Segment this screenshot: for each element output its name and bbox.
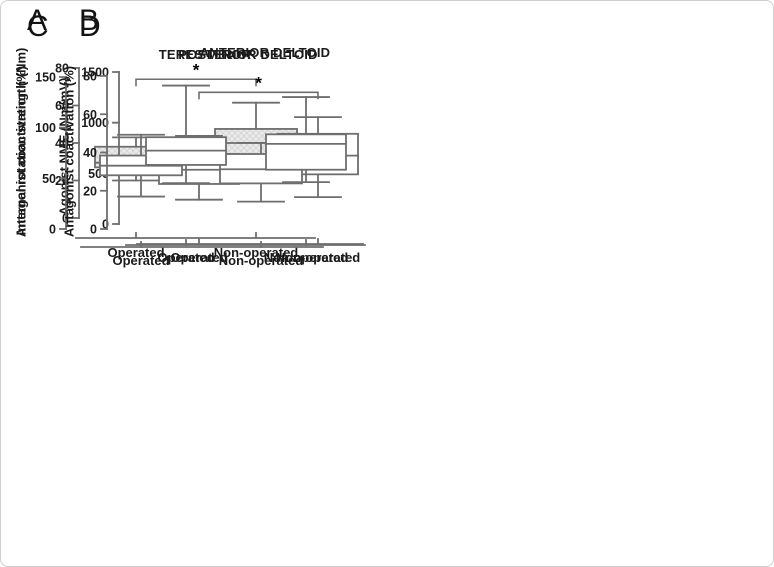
- category-label: Operated: [107, 245, 164, 260]
- y-tick-label: 0: [102, 218, 109, 232]
- panel-a-letter: A: [27, 4, 48, 37]
- significance-asterisk: *: [193, 60, 200, 79]
- significance-bracket: *: [135, 60, 257, 87]
- panel-d-letter: D: [79, 10, 101, 43]
- y-tick-label: 1000: [81, 116, 109, 130]
- significance-asterisk: *: [255, 73, 262, 92]
- x-axis: [125, 239, 366, 246]
- y-axis: [59, 76, 67, 230]
- x-axis: [75, 232, 316, 239]
- category-label: Operated: [112, 253, 169, 268]
- panel-c-letter: C: [27, 10, 49, 43]
- panel-b-letter: B: [79, 4, 100, 37]
- y-tick-label: 60: [83, 108, 97, 122]
- y-tick-label: 80: [55, 62, 69, 76]
- category-label: Operated: [157, 250, 214, 265]
- panel-d-title: POSTERIOR DELTOID: [178, 47, 318, 62]
- category-label: Non-operated: [264, 250, 349, 265]
- category-label: Non-operated: [214, 245, 299, 260]
- x-axis: [136, 238, 364, 245]
- y-tick-label: 150: [35, 71, 56, 85]
- y-tick-label: 100: [35, 121, 56, 135]
- y-axis: [100, 75, 108, 230]
- y-axis: [72, 67, 80, 219]
- y-tick-label: 80: [83, 70, 97, 84]
- category-label: Non-operated: [276, 250, 361, 265]
- y-tick-label: 0: [49, 223, 56, 237]
- y-tick-label: 20: [83, 184, 97, 198]
- significance-bracket: *: [198, 73, 319, 100]
- category-label: Operated: [170, 250, 227, 265]
- y-tick-label: 50: [42, 172, 56, 186]
- box-operated: [145, 84, 227, 185]
- category-label: Non-operated: [219, 253, 304, 268]
- panel-d: D POSTERIOR DELTOID Antagonist coactivat…: [1, 1, 388, 284]
- y-tick-label: 0: [90, 223, 97, 237]
- panel-b-title: ANTERIOR DELTOID: [199, 45, 331, 60]
- box-non-operated: [265, 96, 347, 184]
- y-tick-label: 40: [83, 146, 97, 160]
- panel-c-title: TERES MINOR: [158, 47, 252, 62]
